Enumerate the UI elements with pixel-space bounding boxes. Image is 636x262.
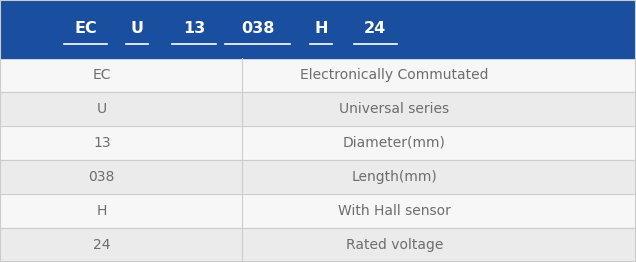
Text: Rated voltage: Rated voltage	[345, 238, 443, 252]
Text: 038: 038	[241, 21, 274, 36]
Text: Diameter(mm): Diameter(mm)	[343, 136, 446, 150]
Text: 038: 038	[88, 170, 115, 184]
Text: H: H	[314, 21, 328, 36]
Text: Electronically Commutated: Electronically Commutated	[300, 68, 488, 82]
Text: U: U	[97, 102, 107, 116]
Text: Length(mm): Length(mm)	[352, 170, 437, 184]
Text: EC: EC	[92, 68, 111, 82]
Text: 13: 13	[93, 136, 111, 150]
Text: Universal series: Universal series	[339, 102, 450, 116]
Bar	[0, 0, 636, 58]
Text: U: U	[130, 21, 143, 36]
Bar	[0, 126, 636, 160]
Text: H: H	[97, 204, 107, 218]
Bar	[0, 194, 636, 228]
Bar	[0, 160, 636, 194]
Text: 24: 24	[93, 238, 111, 252]
Text: With Hall sensor: With Hall sensor	[338, 204, 451, 218]
Text: 13: 13	[183, 21, 205, 36]
Text: EC: EC	[74, 21, 97, 36]
Text: 24: 24	[364, 21, 386, 36]
Bar	[0, 92, 636, 126]
Bar	[0, 58, 636, 92]
Bar	[0, 228, 636, 262]
